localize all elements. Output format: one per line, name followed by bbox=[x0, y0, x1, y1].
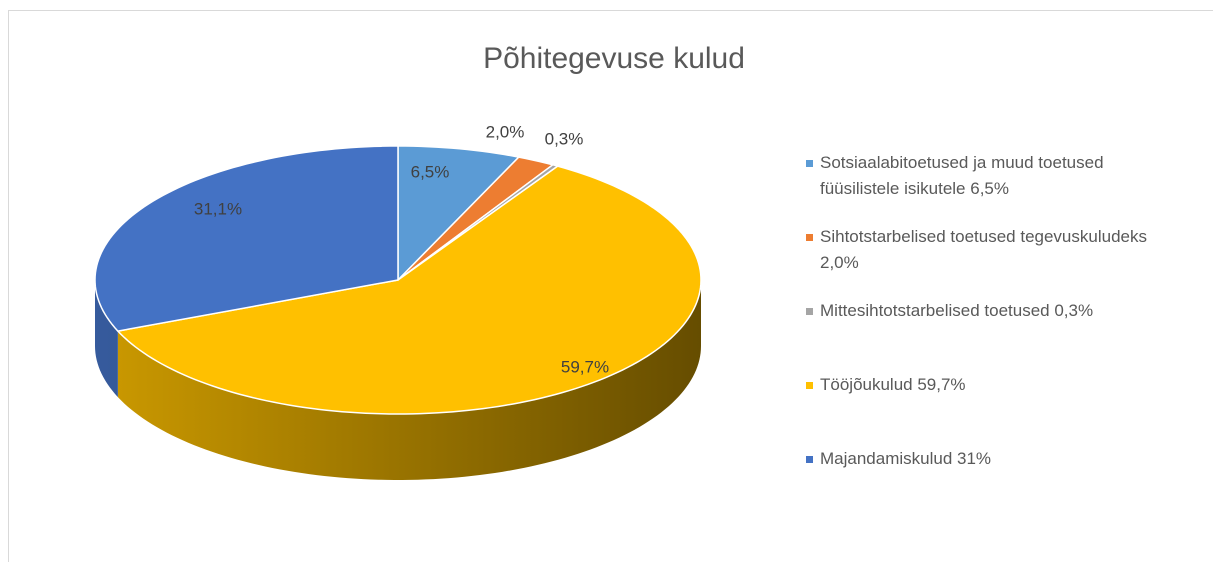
legend-label: Sotsiaalabitoetused ja muud toetused füü… bbox=[820, 153, 1104, 198]
legend-swatch bbox=[806, 160, 813, 167]
legend-item: Tööjõukulud 59,7% bbox=[806, 372, 1166, 446]
legend-label: Mittesihtotstarbelised toetused 0,3% bbox=[820, 301, 1094, 320]
slice bbox=[397, 145, 521, 282]
slice bbox=[94, 145, 399, 332]
chart-frame bbox=[8, 10, 1213, 562]
data-label: 0,3% bbox=[545, 129, 584, 148]
data-label: 2,0% bbox=[486, 122, 525, 141]
legend-swatch bbox=[806, 308, 813, 315]
chart-title: Põhitegevuse kulud bbox=[483, 42, 745, 75]
slice bbox=[397, 156, 555, 281]
legend-label: Majandamiskulud 31% bbox=[820, 449, 992, 468]
legend-item: Majandamiskulud 31% bbox=[806, 446, 1166, 520]
legend: Sotsiaalabitoetused ja muud toetused füü… bbox=[806, 150, 1166, 520]
legend-label: Tööjõukulud 59,7% bbox=[820, 375, 966, 394]
legend-item: Mittesihtotstarbelised toetused 0,3% bbox=[806, 298, 1166, 372]
data-label: 31,1% bbox=[194, 199, 242, 218]
legend-item: Sotsiaalabitoetused ja muud toetused füü… bbox=[806, 150, 1166, 224]
legend-label: Sihtotstarbelised toetused tegevuskulude… bbox=[820, 227, 1147, 272]
slice-side bbox=[95, 280, 118, 398]
legend-item: Sihtotstarbelised toetused tegevuskulude… bbox=[806, 224, 1166, 298]
data-label: 59,7% bbox=[561, 357, 609, 376]
legend-swatch bbox=[806, 234, 813, 241]
slice bbox=[116, 165, 702, 415]
data-label: 6,5% bbox=[411, 162, 450, 181]
slice-side bbox=[117, 280, 702, 480]
legend-swatch bbox=[806, 456, 813, 463]
legend-swatch bbox=[806, 382, 813, 389]
